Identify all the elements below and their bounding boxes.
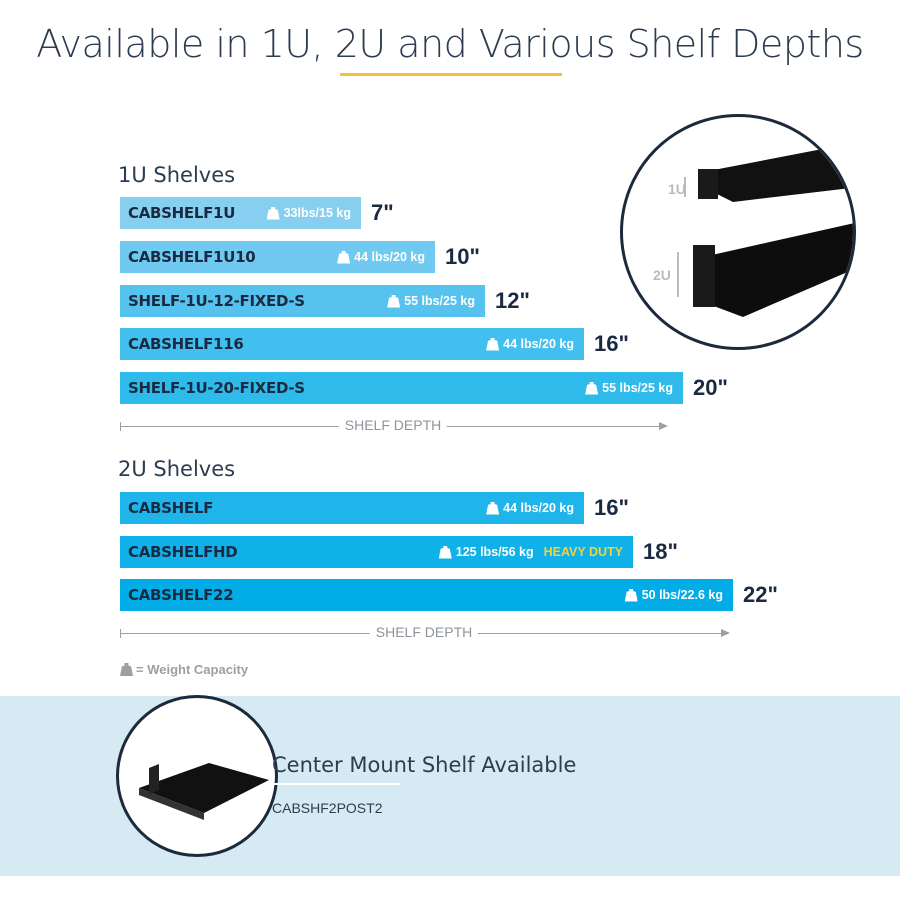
capacity: 44 lbs/20 kg — [486, 501, 574, 515]
shelf-sku: CABSHELF1U — [128, 204, 236, 222]
shelf-sku: CABSHELF — [128, 499, 214, 517]
heavy-duty-badge: HEAVY DUTY — [543, 545, 623, 559]
weight-icon — [387, 294, 401, 308]
capacity-text: 33lbs/15 kg — [283, 206, 351, 220]
shelf-bar-cabshelfhd: CABSHELFHD 125 lbs/56 kg HEAVY DUTY 18" — [120, 536, 678, 568]
shelf-bar-cabshelf1u: CABSHELF1U 33lbs/15 kg 7" — [120, 197, 394, 229]
capacity-text: 44 lbs/20 kg — [354, 250, 425, 264]
weight-icon — [585, 381, 599, 395]
shelf-depth: 22" — [743, 582, 778, 607]
capacity-text: 55 lbs/25 kg — [602, 381, 673, 395]
capacity: 55 lbs/25 kg — [387, 294, 475, 308]
weight-icon — [120, 663, 133, 676]
shelf-bar-shelf-1u-20-fixed-s: SHELF-1U-20-FIXED-S 55 lbs/25 kg 20" — [120, 372, 728, 404]
shelf-sku: SHELF-1U-12-FIXED-S — [128, 292, 305, 310]
shelf-sku: SHELF-1U-20-FIXED-S — [128, 379, 305, 397]
weight-icon — [624, 588, 638, 602]
capacity: 44 lbs/20 kg — [337, 250, 425, 264]
weight-icon — [266, 206, 280, 220]
shelf-depth-axis-2u: SHELF DEPTH — [120, 624, 730, 640]
shelf-sku: CABSHELF22 — [128, 586, 234, 604]
shelf-depth: 18" — [643, 539, 678, 564]
center-mount-sku: CABSHF2POST2 — [272, 800, 383, 816]
shelf-depth: 12" — [495, 288, 530, 313]
weight-icon — [438, 545, 452, 559]
axis-label: SHELF DEPTH — [369, 624, 479, 640]
weight-icon — [486, 337, 500, 351]
shelf-sku: CABSHELF1U10 — [128, 248, 256, 266]
shelf-bar-shelf-1u-12-fixed-s: SHELF-1U-12-FIXED-S 55 lbs/25 kg 12" — [120, 285, 530, 317]
capacity-text: 44 lbs/20 kg — [503, 501, 574, 515]
shelf-depth: 7" — [371, 200, 394, 225]
shelf-depth-axis-1u: SHELF DEPTH — [120, 417, 668, 433]
section-1u-heading: 1U Shelves — [118, 163, 236, 187]
capacity-text: 55 lbs/25 kg — [404, 294, 475, 308]
legend: = Weight Capacity — [120, 662, 248, 677]
shelf-bar-cabshelf22: CABSHELF22 50 lbs/22.6 kg 22" — [120, 579, 778, 611]
page-title: Available in 1U, 2U and Various Shelf De… — [36, 22, 864, 66]
capacity-text: 125 lbs/56 kg — [455, 545, 534, 559]
shelf-bar-cabshelf1u10: CABSHELF1U10 44 lbs/20 kg 10" — [120, 241, 480, 273]
center-mount-title: Center Mount Shelf Available — [272, 753, 577, 777]
center-mount-shelf-image — [116, 695, 278, 857]
shelf-bar-cabshelf116: CABSHELF116 44 lbs/20 kg 16" — [120, 328, 629, 360]
shelf-sku: CABSHELFHD — [128, 543, 238, 561]
rack-shelf-image: 1U 2U — [620, 114, 856, 350]
shelf-depth: 20" — [693, 375, 728, 400]
shelf-depth: 16" — [594, 495, 629, 520]
capacity-text: 44 lbs/20 kg — [503, 337, 574, 351]
shelf-sku: CABSHELF116 — [128, 335, 244, 353]
capacity: 33lbs/15 kg — [266, 206, 351, 220]
shelf-depth: 10" — [445, 244, 480, 269]
axis-label: SHELF DEPTH — [338, 417, 448, 433]
weight-icon — [337, 250, 351, 264]
shelf-depth: 16" — [594, 331, 629, 356]
capacity: 55 lbs/25 kg — [585, 381, 673, 395]
capacity: 125 lbs/56 kg HEAVY DUTY — [438, 545, 623, 559]
capacity: 50 lbs/22.6 kg — [624, 588, 723, 602]
title-underline — [340, 73, 562, 76]
arrow-right-icon — [721, 629, 730, 637]
center-mount-divider — [272, 783, 400, 785]
legend-text: = Weight Capacity — [136, 662, 249, 677]
arrow-right-icon — [659, 422, 668, 430]
capacity: 44 lbs/20 kg — [486, 337, 574, 351]
capacity-text: 50 lbs/22.6 kg — [641, 588, 723, 602]
weight-icon — [486, 501, 500, 515]
svg-text:1U: 1U — [668, 181, 686, 197]
shelf-bar-cabshelf: CABSHELF 44 lbs/20 kg 16" — [120, 492, 629, 524]
svg-text:2U: 2U — [653, 267, 671, 283]
section-2u-heading: 2U Shelves — [118, 457, 236, 481]
